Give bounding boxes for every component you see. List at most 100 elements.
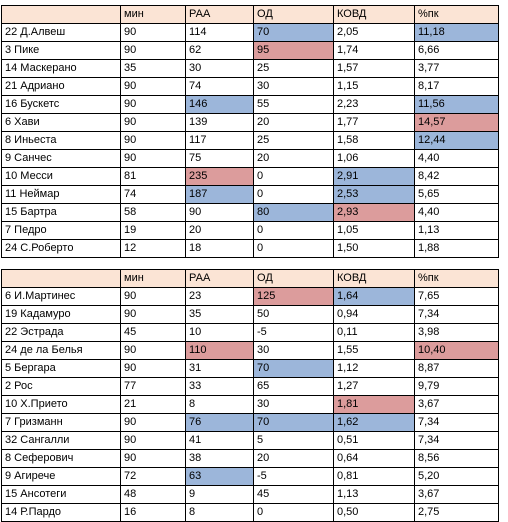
stat-cell: 90 — [120, 113, 186, 132]
stat-cell: 7,34 — [414, 431, 499, 450]
stat-cell: 5,20 — [414, 467, 499, 486]
stat-cell: 76 — [185, 413, 254, 432]
stat-cell: 9 — [185, 485, 254, 504]
stat-cell: 65 — [253, 377, 334, 396]
stat-cell: 90 — [120, 341, 186, 360]
stat-cell: 1,55 — [333, 341, 415, 360]
stat-cell: 90 — [120, 305, 186, 324]
stat-cell: 62 — [185, 41, 254, 60]
table-row: 10 Х.Прието 21 8 30 1,81 3,67 — [1, 395, 499, 414]
header-cell: КОВД — [333, 269, 415, 288]
stat-cell: 0,64 — [333, 449, 415, 468]
stat-cell: 7,34 — [414, 413, 499, 432]
stat-cell: 81 — [120, 167, 186, 186]
player-name-cell: 24 С.Роберто — [1, 239, 121, 258]
stat-cell: 90 — [120, 41, 186, 60]
stat-cell: 90 — [120, 287, 186, 306]
stat-cell: 48 — [120, 485, 186, 504]
table-row: 10 Месси 81 235 0 2,91 8,42 — [1, 167, 499, 186]
stat-cell: 114 — [185, 23, 254, 42]
stat-cell: 25 — [253, 59, 334, 78]
table-row: 6 И.Мартинес 90 23 125 1,64 7,65 — [1, 287, 499, 306]
stat-cell: 1,81 — [333, 395, 415, 414]
stat-cell: 4,40 — [414, 203, 499, 222]
stat-cell: 30 — [253, 395, 334, 414]
header-cell: ОД — [253, 269, 334, 288]
player-name-cell: 9 Санчес — [1, 149, 121, 168]
stat-cell: 95 — [253, 41, 334, 60]
table-row: 7 Гризманн 90 76 70 1,62 7,34 — [1, 413, 499, 432]
stat-cell: 63 — [185, 467, 254, 486]
player-name-cell: 8 Сеферович — [1, 449, 121, 468]
table-row: 8 Сеферович 90 38 20 0,64 8,56 — [1, 449, 499, 468]
stat-cell: 75 — [185, 149, 254, 168]
player-name-cell: 15 Бартра — [1, 203, 121, 222]
player-name-cell: 11 Неймар — [1, 185, 121, 204]
stat-cell: 1,88 — [414, 239, 499, 258]
stat-cell: 139 — [185, 113, 254, 132]
player-name-cell: 9 Агиречe — [1, 467, 121, 486]
stat-cell: 3,67 — [414, 395, 499, 414]
stat-cell: 3,67 — [414, 485, 499, 504]
stat-cell: 72 — [120, 467, 186, 486]
stat-cell: 14,57 — [414, 113, 499, 132]
stat-cell: 21 — [120, 395, 186, 414]
table-row: 15 Ансотеги 48 9 45 1,13 3,67 — [1, 485, 499, 504]
table-row: 2 Рос 77 33 65 1,27 9,79 — [1, 377, 499, 396]
stat-cell: 90 — [120, 359, 186, 378]
stat-cell: 12 — [120, 239, 186, 258]
stat-cell: 1,50 — [333, 239, 415, 258]
header-cell: %пк — [414, 5, 499, 24]
stat-cell: 35 — [120, 59, 186, 78]
table-row: 7 Педро 19 20 0 1,05 1,13 — [1, 221, 499, 240]
stat-cell: 0,94 — [333, 305, 415, 324]
header-row: мин РАА ОД КОВД %пк — [1, 269, 499, 288]
table-row: 16 Бускетс 90 146 55 2,23 11,56 — [1, 95, 499, 114]
stat-cell: 58 — [120, 203, 186, 222]
stat-cell: 1,06 — [333, 149, 415, 168]
table-row: 19 Кадамуро 90 35 50 0,94 7,34 — [1, 305, 499, 324]
stat-cell: 5,65 — [414, 185, 499, 204]
stat-cell: 70 — [253, 413, 334, 432]
stat-cell: 7,34 — [414, 305, 499, 324]
table-row: 14 Р.Пардо 16 8 0 0,50 2,75 — [1, 503, 499, 522]
stat-cell: 90 — [120, 77, 186, 96]
stat-cell: 45 — [120, 323, 186, 342]
stat-cell: 74 — [185, 77, 254, 96]
table-row: 8 Иньеста 90 117 25 1,58 12,44 — [1, 131, 499, 150]
stat-cell: 50 — [253, 305, 334, 324]
stat-cell: 6,66 — [414, 41, 499, 60]
player-name-cell: 19 Кадамуро — [1, 305, 121, 324]
player-name-cell: 32 Сангалли — [1, 431, 121, 450]
stat-cell: 8 — [185, 395, 254, 414]
player-name-cell: 21 Адриано — [1, 77, 121, 96]
stat-cell: 1,77 — [333, 113, 415, 132]
stat-cell: 80 — [253, 203, 334, 222]
stat-cell: 0,81 — [333, 467, 415, 486]
player-name-cell: 7 Гризманн — [1, 413, 121, 432]
stat-cell: 1,62 — [333, 413, 415, 432]
table-row: 14 Маскерано 35 30 25 1,57 3,77 — [1, 59, 499, 78]
player-name-cell: 14 Маскерано — [1, 59, 121, 78]
stat-cell: 2,23 — [333, 95, 415, 114]
stat-cell: 90 — [120, 449, 186, 468]
stat-cell: 19 — [120, 221, 186, 240]
table-row: 6 Хави 90 139 20 1,77 14,57 — [1, 113, 499, 132]
player-name-cell: 8 Иньеста — [1, 131, 121, 150]
player-name-cell: 2 Рос — [1, 377, 121, 396]
stat-cell: 55 — [253, 95, 334, 114]
table-row: 24 де ла Белья 90 110 30 1,55 10,40 — [1, 341, 499, 360]
stat-cell: 0,50 — [333, 503, 415, 522]
stat-cell: 8,17 — [414, 77, 499, 96]
player-name-cell: 6 Хави — [1, 113, 121, 132]
table-row: 15 Бартра 58 90 80 2,93 4,40 — [1, 203, 499, 222]
stat-cell: 1,13 — [414, 221, 499, 240]
player-name-cell: 22 Эстрада — [1, 323, 121, 342]
stat-cell: 70 — [253, 359, 334, 378]
stat-cell: 16 — [120, 503, 186, 522]
stat-cell: -5 — [253, 323, 334, 342]
table-row: 9 Санчес 90 75 20 1,06 4,40 — [1, 149, 499, 168]
stats-table-1: мин РАА ОД КОВД %пк 22 Д.Алвеш 90 114 70 2,05 11,1… — [1, 5, 499, 258]
player-name-cell: 15 Ансотеги — [1, 485, 121, 504]
player-name-cell: 16 Бускетс — [1, 95, 121, 114]
